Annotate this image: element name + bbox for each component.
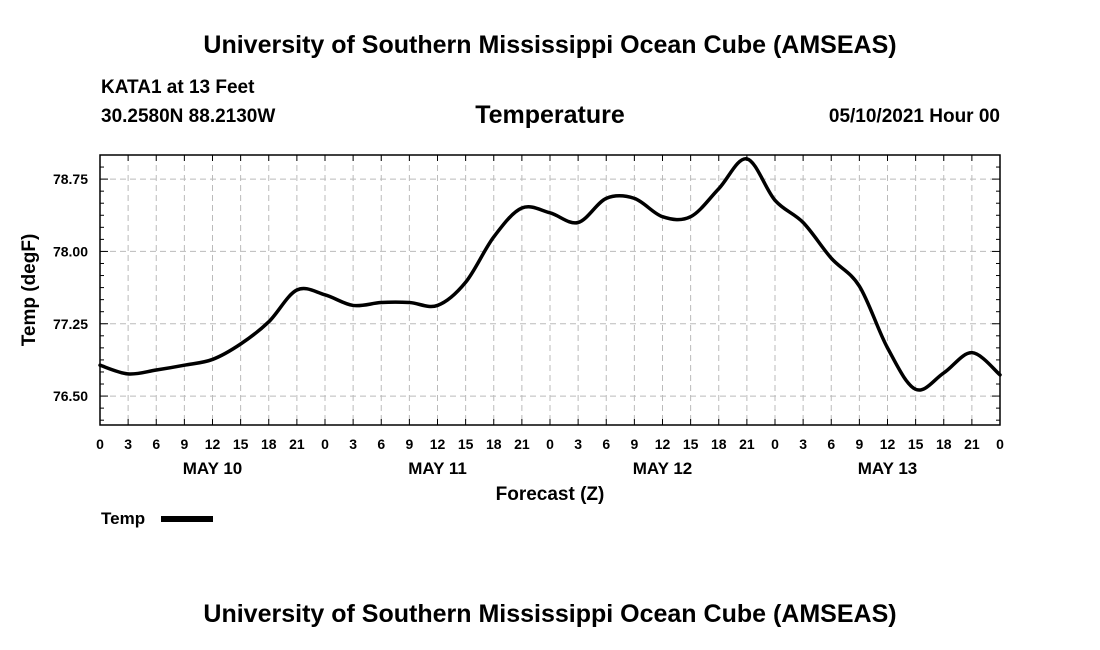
- x-tick-label: 12: [880, 436, 896, 452]
- x-tick-label: 21: [514, 436, 530, 452]
- x-tick-label: 0: [546, 436, 554, 452]
- x-tick-label: 15: [458, 436, 474, 452]
- x-tick-label: 21: [289, 436, 305, 452]
- x-tick-label: 6: [377, 436, 385, 452]
- forecast-datetime: 05/10/2021 Hour 00: [828, 106, 1000, 127]
- chart-title: Temperature: [475, 101, 625, 129]
- x-date-label: MAY 13: [858, 459, 918, 478]
- x-tick-label: 12: [205, 436, 221, 452]
- y-tick-label: 78.00: [53, 243, 88, 259]
- x-tick-label: 15: [908, 436, 924, 452]
- x-tick-label: 12: [430, 436, 446, 452]
- x-axis-title: Forecast (Z): [496, 484, 605, 505]
- x-tick-label: 6: [602, 436, 610, 452]
- legend-label: Temp: [101, 509, 146, 528]
- x-tick-label: 3: [574, 436, 582, 452]
- x-tick-label: 12: [655, 436, 671, 452]
- x-tick-label: 0: [96, 436, 104, 452]
- x-tick-label: 15: [683, 436, 699, 452]
- x-date-label: MAY 11: [408, 459, 467, 478]
- x-tick-label: 0: [321, 436, 329, 452]
- x-tick-label: 15: [233, 436, 249, 452]
- legend-line-swatch: [161, 516, 213, 522]
- x-date-label: MAY 10: [183, 459, 243, 478]
- x-tick-label: 3: [799, 436, 807, 452]
- x-tick-label: 21: [964, 436, 980, 452]
- x-tick-label: 3: [349, 436, 357, 452]
- station-label: KATA1 at 13 Feet: [101, 77, 255, 98]
- x-tick-label: 6: [152, 436, 160, 452]
- x-tick-label: 18: [711, 436, 727, 452]
- x-tick-label: 0: [771, 436, 779, 452]
- x-tick-label: 18: [261, 436, 277, 452]
- footer-title: University of Southern Mississippi Ocean…: [203, 600, 897, 628]
- coordinates-label: 30.2580N 88.2130W: [101, 106, 276, 127]
- x-date-label: MAY 12: [633, 459, 693, 478]
- x-tick-label: 9: [405, 436, 413, 452]
- plot-frame: [99, 154, 1001, 426]
- y-tick-label: 77.25: [53, 316, 88, 332]
- x-tick-label: 18: [486, 436, 502, 452]
- x-tick-label: 0: [996, 436, 1004, 452]
- y-tick-label: 78.75: [53, 171, 88, 187]
- series-line-temp: [98, 157, 1002, 392]
- x-tick-label: 21: [739, 436, 755, 452]
- x-tick-label: 9: [180, 436, 188, 452]
- x-tick-label: 6: [827, 436, 835, 452]
- x-tick-label: 18: [936, 436, 952, 452]
- x-tick-label: 9: [855, 436, 863, 452]
- y-tick-label: 76.50: [53, 388, 88, 404]
- x-tick-label: 9: [630, 436, 638, 452]
- x-tick-label: 3: [124, 436, 132, 452]
- main-title: University of Southern Mississippi Ocean…: [203, 31, 897, 59]
- y-axis-title: Temp (degF): [19, 234, 40, 347]
